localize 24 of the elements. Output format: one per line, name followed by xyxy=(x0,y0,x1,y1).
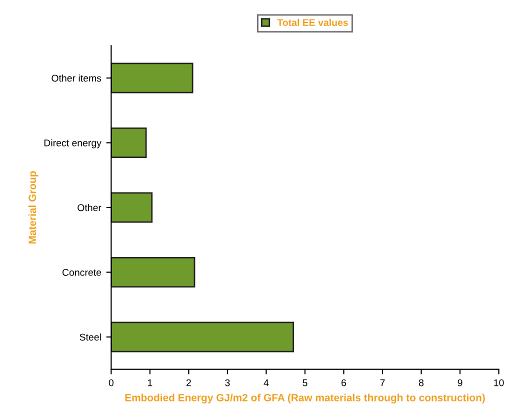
y-tick-label: Other xyxy=(78,204,102,212)
x-tick-label: 7 xyxy=(380,379,385,386)
x-tick-label: 10 xyxy=(494,379,504,386)
bar xyxy=(111,62,194,94)
y-tick-label: Steel xyxy=(80,333,101,341)
y-tick-label: Concrete xyxy=(62,268,102,276)
x-tick-label: 5 xyxy=(302,379,308,386)
x-tick-label: 8 xyxy=(418,379,424,386)
y-tick-label: Direct energy xyxy=(44,139,102,148)
x-tick-label: 4 xyxy=(264,379,269,386)
y-tick-label: Other items xyxy=(52,74,102,82)
y-axis-title: Material Group xyxy=(28,171,38,244)
x-tick-label: 2 xyxy=(186,379,191,386)
bar xyxy=(111,128,147,158)
x-axis-title: Embodied Energy GJ/m2 of GFA (Raw materials through to construction) xyxy=(125,394,485,404)
x-tick-label: 9 xyxy=(458,379,462,386)
bar xyxy=(111,322,294,352)
x-tick-label: 0 xyxy=(108,379,114,386)
legend-label: Total EE values xyxy=(277,18,348,26)
bar xyxy=(111,192,153,223)
x-tick-label: 3 xyxy=(225,379,230,386)
x-tick-label: 1 xyxy=(148,379,152,386)
bar xyxy=(111,256,196,288)
x-tick-label: 6 xyxy=(342,379,346,386)
